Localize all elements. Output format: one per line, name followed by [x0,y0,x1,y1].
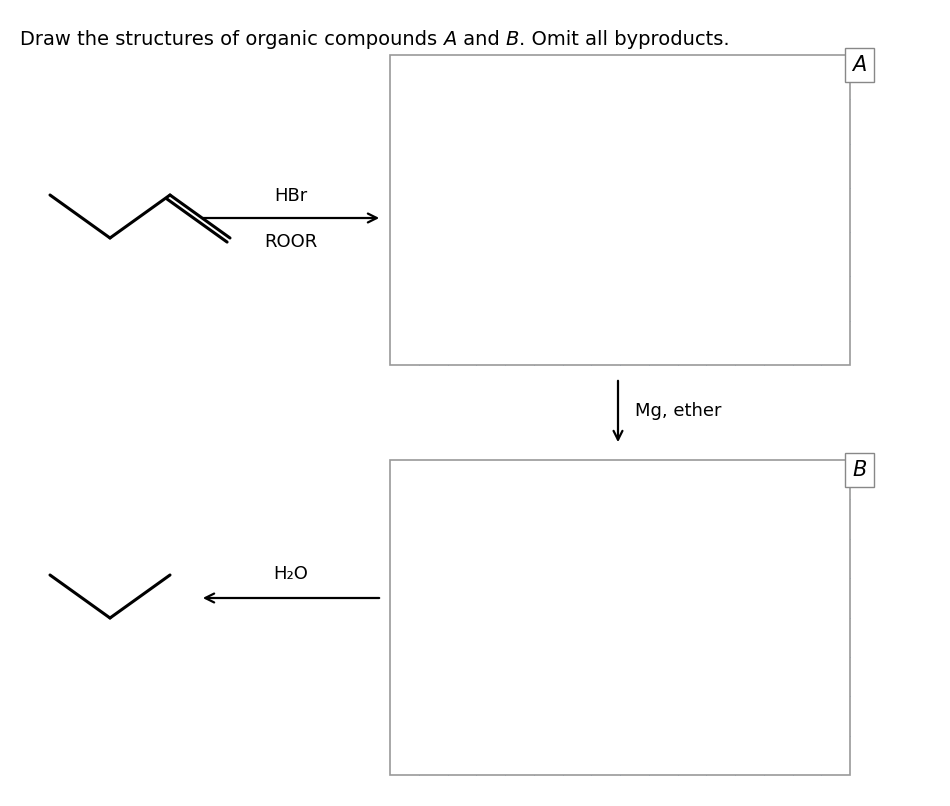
Text: B: B [852,460,866,480]
Text: A: A [444,30,457,49]
Text: and: and [457,30,505,49]
Text: B: B [505,30,519,49]
Text: HBr: HBr [275,187,308,205]
Text: Draw the structures of organic compounds: Draw the structures of organic compounds [20,30,444,49]
Text: ROOR: ROOR [264,233,317,251]
Text: . Omit all byproducts.: . Omit all byproducts. [519,30,730,49]
Text: H₂O: H₂O [274,565,309,583]
Text: A: A [852,55,866,75]
Bar [390,55,850,365]
Bar [390,460,850,775]
Text: Mg, ether: Mg, ether [635,402,721,420]
